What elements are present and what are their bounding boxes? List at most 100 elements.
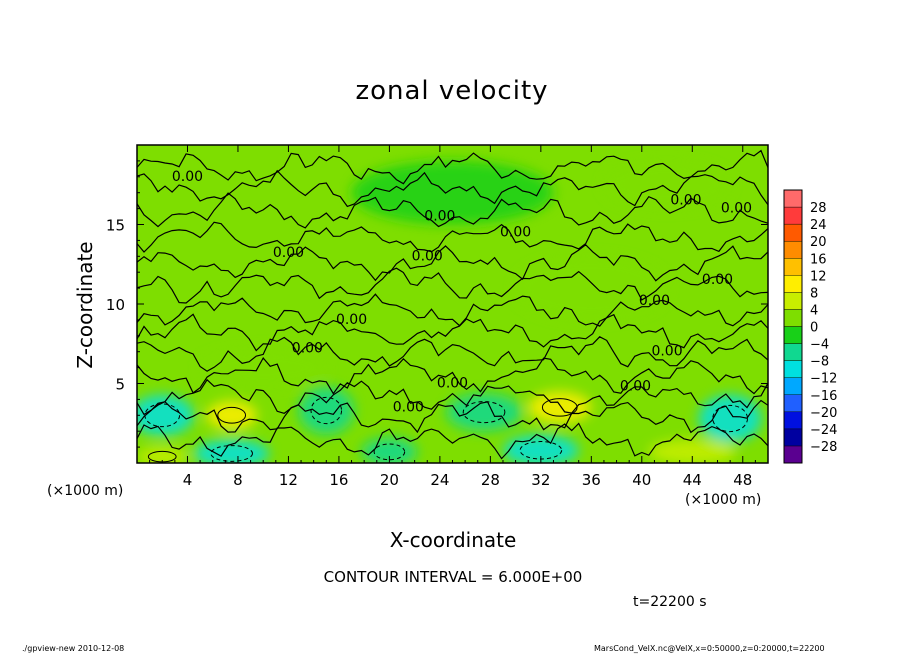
contour-lines	[137, 149, 768, 463]
x-tick-label-1: 8	[233, 471, 243, 489]
contour-line-10	[137, 378, 768, 416]
velocity-anomaly-12	[515, 256, 668, 320]
colorbar-segment-3	[783, 394, 803, 413]
velocity-anomaly-1	[206, 400, 257, 430]
chart-title: zonal velocity	[355, 76, 549, 106]
contour-label-11: 0.00	[651, 344, 682, 360]
y-tick-label-1: 10	[106, 296, 125, 314]
x-tick-label-0: 4	[183, 471, 193, 489]
x-tick-label-4: 20	[380, 471, 399, 489]
contour-line-0	[137, 149, 768, 185]
contour-interval-label: CONTOUR INTERVAL = 6.000E+00	[323, 568, 583, 586]
colorbar-label-7: 0	[810, 321, 818, 336]
velocity-anomaly-5	[446, 393, 522, 432]
colorbar-label-12: 20	[810, 235, 827, 250]
contour-line-7	[137, 313, 768, 352]
closed-contour-2	[210, 445, 253, 462]
contour-label-0: 0.00	[172, 169, 203, 185]
colorbar-segment-4	[783, 377, 803, 395]
colorbar-segment-12	[783, 240, 803, 259]
x-tick-label-5: 24	[430, 471, 449, 489]
colorbar: −28 −24 −20 −16 −12 −8 −4 0 4 8 12 16 20 24 28	[783, 189, 837, 464]
contour-label-1: 0.00	[424, 209, 455, 225]
y-tick-label-0: 5	[115, 376, 125, 394]
closed-contour-1	[217, 406, 247, 424]
x-axis-label: X-coordinate	[389, 528, 517, 552]
velocity-anomaly-6	[528, 391, 592, 424]
colorbar-segment-8	[783, 309, 803, 327]
contour-label-3: 0.00	[670, 193, 701, 209]
colorbar-segment-0	[783, 445, 803, 464]
contour-line-2	[137, 192, 768, 229]
contour-line-12	[137, 422, 768, 460]
contour-labels: 0.00 0.00 0.00 0.00 0.00 0.00 0.00 0.00 0.00 0.00…	[172, 169, 752, 416]
colorbar-segment-1	[783, 428, 803, 447]
closed-contour-4	[373, 443, 406, 461]
contour-label-2: 0.00	[500, 224, 531, 240]
velocity-anomaly-0	[137, 394, 194, 436]
time-label: t=22200 s	[633, 594, 707, 610]
contour-label-13: 0.00	[620, 379, 651, 395]
x-tick-label-8: 36	[582, 471, 601, 489]
colorbar-label-0: −28	[810, 440, 837, 455]
contour-line-3	[137, 221, 768, 253]
closed-contour-6	[541, 398, 578, 417]
contour-label-5: 0.00	[273, 245, 304, 261]
closed-contour-5	[462, 401, 506, 424]
colorbar-segment-5	[783, 360, 803, 378]
x-tick-label-2: 12	[279, 471, 298, 489]
contour-label-4: 0.00	[721, 201, 752, 217]
colorbar-label-1: −24	[810, 423, 837, 438]
contour-line-5	[137, 267, 768, 304]
colorbar-segment-10	[783, 275, 803, 293]
contour-label-9: 0.00	[336, 312, 367, 328]
contour-line-11	[137, 399, 768, 434]
colorbar-segment-6	[783, 343, 803, 361]
contour-line-9	[137, 356, 768, 395]
velocity-anomaly-9	[648, 439, 737, 463]
contour-label-8: 0.00	[639, 293, 670, 309]
contour-line-8	[137, 336, 768, 372]
footer-right-text: MarsCond_VelX.nc@VelX,x=0:50000,z=0:2000…	[594, 644, 825, 653]
x-axis-unit-label-left: (×1000 m)	[47, 483, 124, 499]
colorbar-label-11: 16	[810, 252, 827, 267]
colorbar-label-9: 8	[810, 286, 818, 301]
x-tick-label-10: 44	[683, 471, 702, 489]
closed-contour-3	[310, 396, 343, 425]
closed-contour-0	[144, 403, 181, 428]
y-tick-label-2: 15	[106, 217, 125, 235]
x-tick-label-9: 40	[632, 471, 651, 489]
contour-label-7: 0.00	[702, 272, 733, 288]
footer-left-text: ./gpview-new 2010-12-08	[22, 644, 125, 653]
colorbar-segment-9	[783, 292, 803, 310]
colorbar-label-6: −4	[810, 338, 829, 353]
contour-line-1	[137, 169, 768, 208]
colorbar-label-3: −16	[810, 389, 837, 404]
colorbar-segment-7	[783, 326, 803, 344]
colorbar-segment-2	[783, 411, 803, 430]
x-tick-label-11: 48	[733, 471, 752, 489]
velocity-anomaly-3	[298, 386, 355, 435]
contour-label-10: 0.00	[292, 341, 323, 357]
colorbar-label-10: 12	[810, 269, 827, 284]
x-tick-label-7: 32	[531, 471, 550, 489]
colorbar-segment-15	[783, 189, 803, 208]
contour-label-12: 0.00	[437, 376, 468, 392]
x-tick-label-3: 16	[329, 471, 348, 489]
colorbar-label-8: 4	[810, 303, 818, 318]
colorbar-label-2: −20	[810, 406, 837, 421]
x-axis-unit-label-right: (×1000 m)	[685, 492, 762, 508]
colorbar-segment-14	[783, 206, 803, 225]
colorbar-frame	[783, 189, 803, 464]
colorbar-label-13: 24	[810, 218, 827, 233]
velocity-anomaly-13	[351, 160, 554, 225]
velocity-anomaly-14	[603, 160, 731, 209]
contour-label-6: 0.00	[412, 248, 443, 264]
colorbar-label-14: 28	[810, 201, 827, 216]
colorbar-label-5: −8	[810, 355, 829, 370]
contour-label-14: 0.00	[393, 399, 424, 415]
velocity-anomaly-4	[361, 437, 418, 463]
contour-line-6	[137, 293, 768, 327]
